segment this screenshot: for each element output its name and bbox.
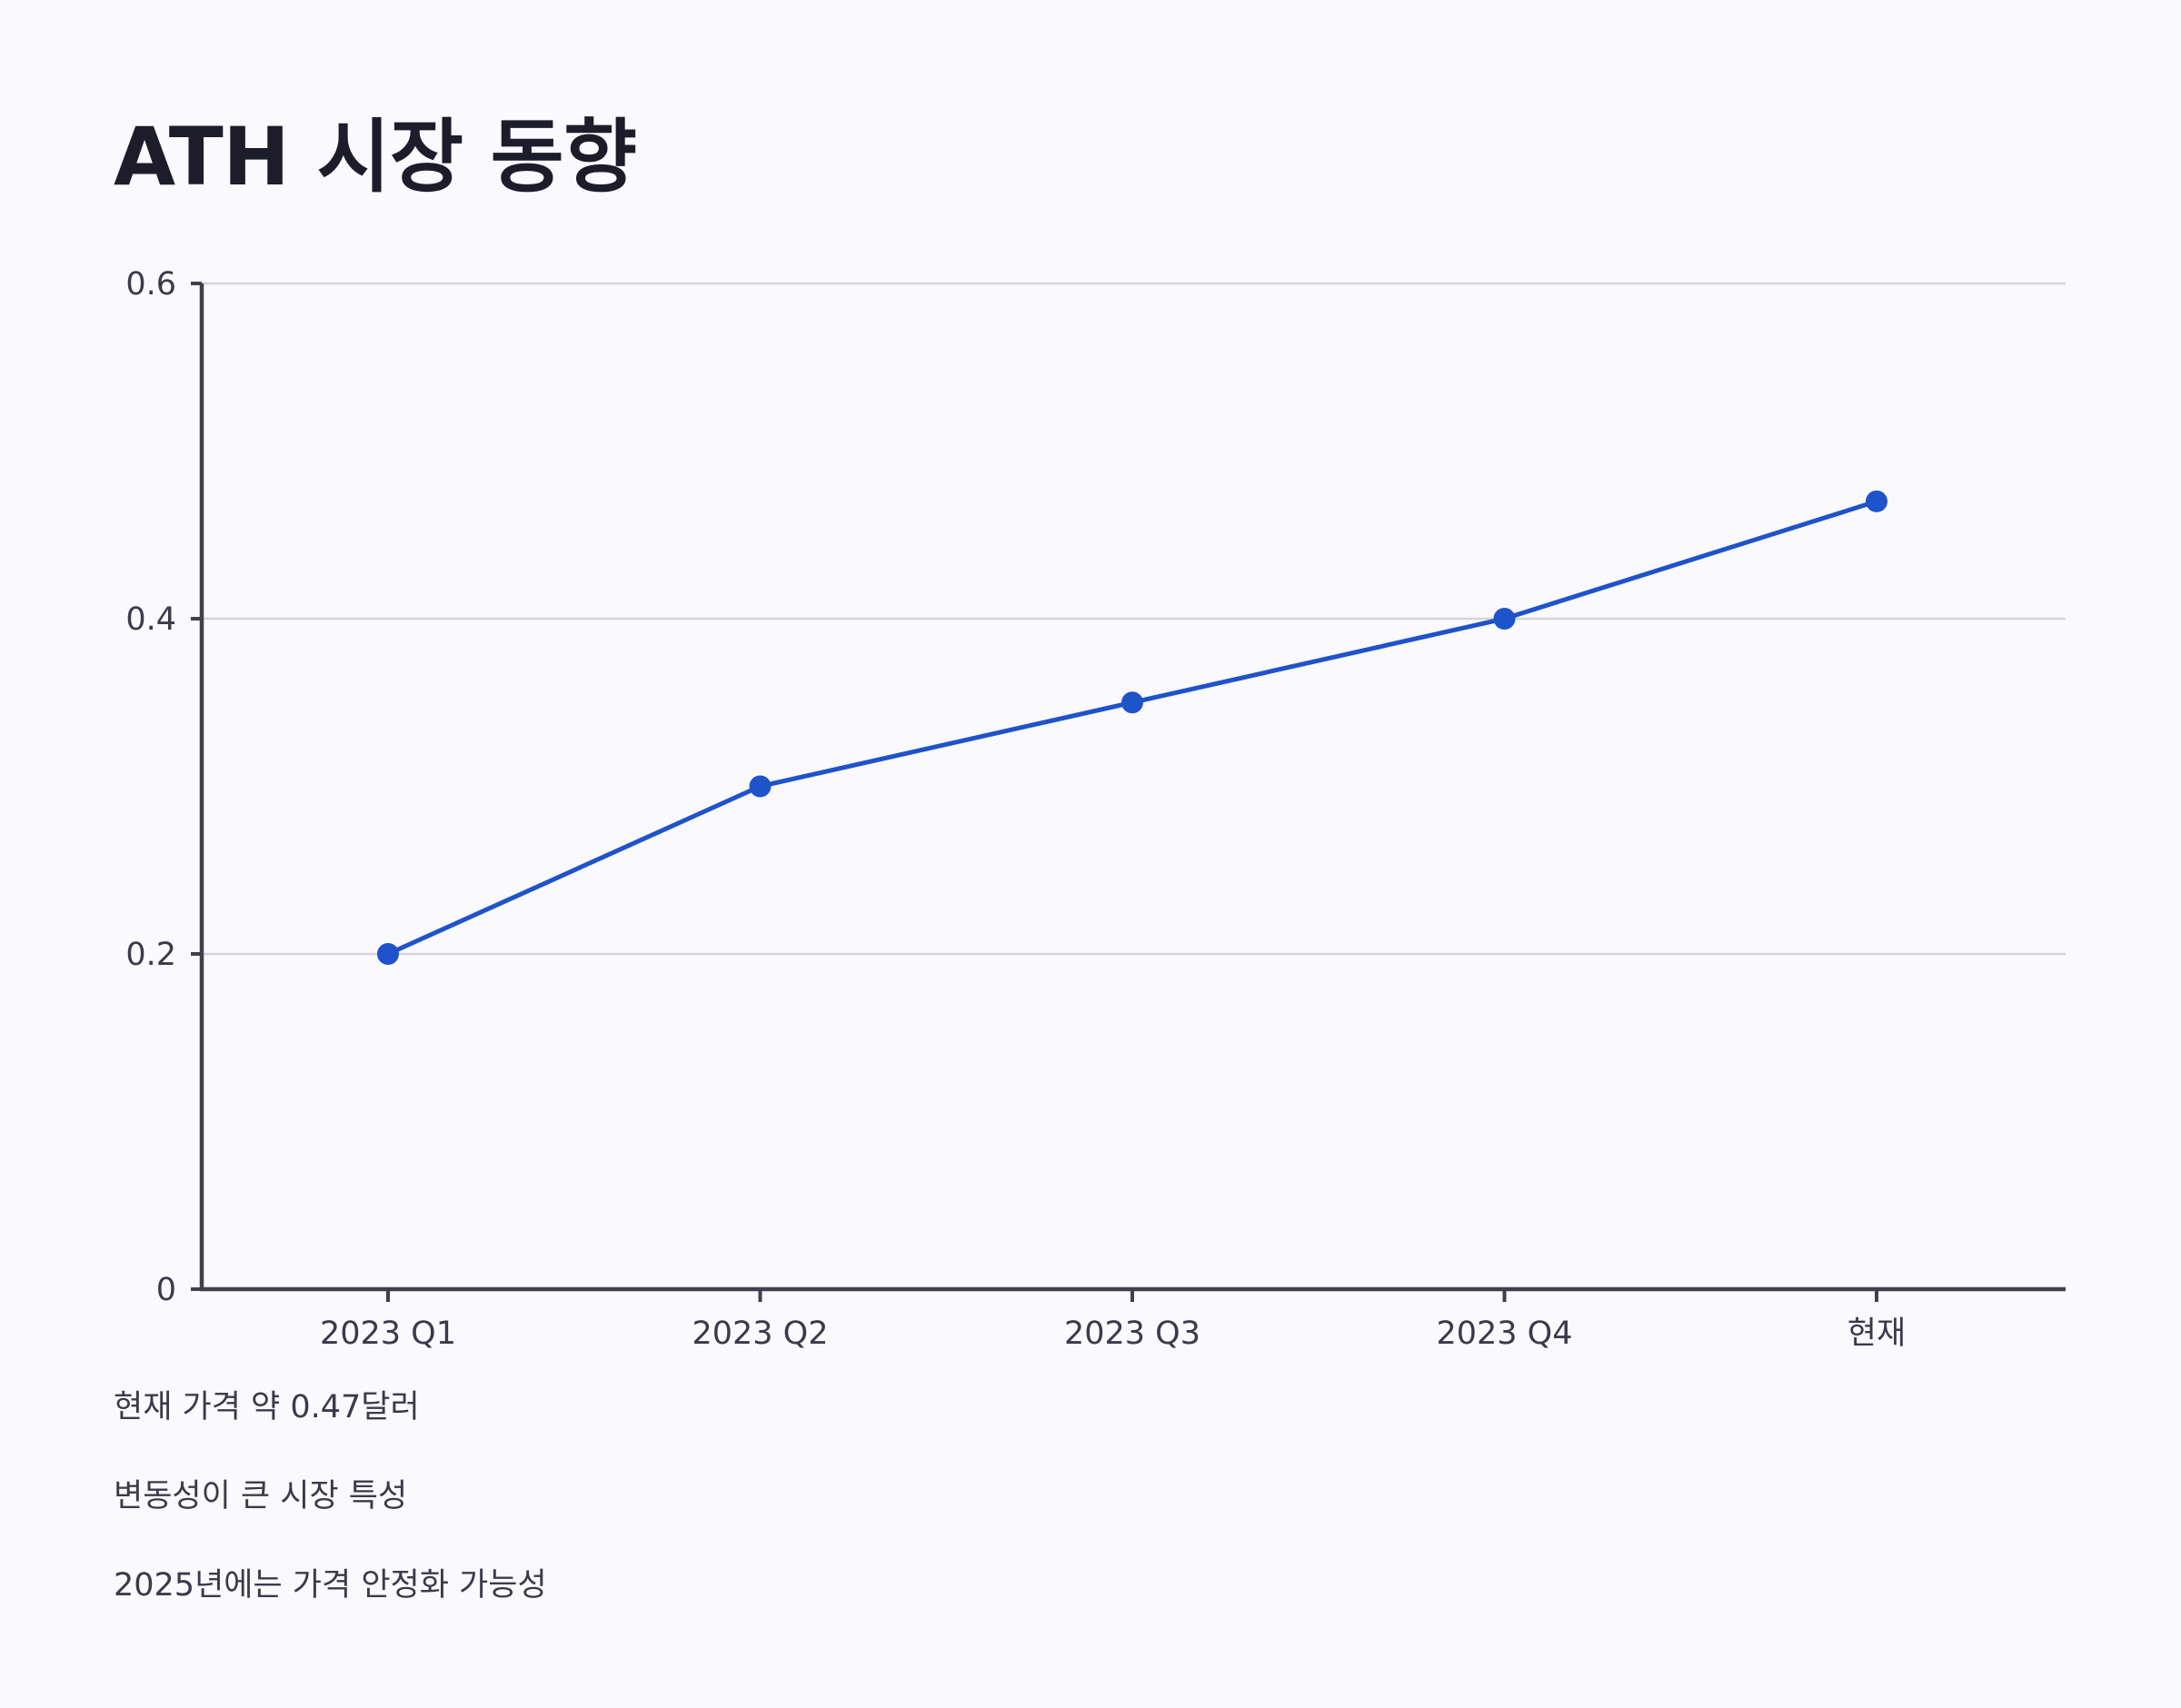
data-point (749, 775, 772, 798)
y-tick-label: 0 (156, 1272, 176, 1308)
x-tick-label: 2023 Q4 (1436, 1316, 1572, 1352)
x-tick-label: 2023 Q3 (1064, 1316, 1200, 1352)
chart-title: ATH 시장 동향 (114, 110, 637, 204)
y-tick-label: 0.2 (125, 937, 176, 973)
y-tick-label: 0.4 (125, 601, 176, 638)
axes (191, 282, 2066, 1302)
data-point (1493, 608, 1516, 630)
note-item: 현재 가격 약 0.47달러 (114, 1389, 420, 1425)
x-tick-label: 2023 Q2 (692, 1316, 828, 1352)
tick-labels: 0 0.2 0.4 0.6 2023 Q1 2023 Q2 2023 Q3 2023 Q4 현재 (125, 266, 1906, 1352)
series (377, 490, 1887, 965)
note-item: 2025년에는 가격 안정화 가능성 (114, 1567, 547, 1604)
note-item: 변동성이 큰 시장 특성 (114, 1478, 408, 1514)
x-tick-label: 2023 Q1 (320, 1316, 456, 1352)
data-point (1121, 691, 1143, 714)
data-point (1866, 490, 1887, 512)
notes-list: 현재 가격 약 0.47달러 변동성이 큰 시장 특성 2025년에는 가격 안… (114, 1385, 547, 1653)
line-chart: 0 0.2 0.4 0.6 2023 Q1 2023 Q2 2023 Q3 2023 Q4 현재 (125, 266, 2066, 1352)
x-tick-label: 현재 (1847, 1316, 1906, 1352)
series-line (385, 499, 1879, 957)
grid-lines (202, 282, 2066, 956)
y-tick-label: 0.6 (125, 266, 176, 303)
data-point (377, 943, 399, 965)
